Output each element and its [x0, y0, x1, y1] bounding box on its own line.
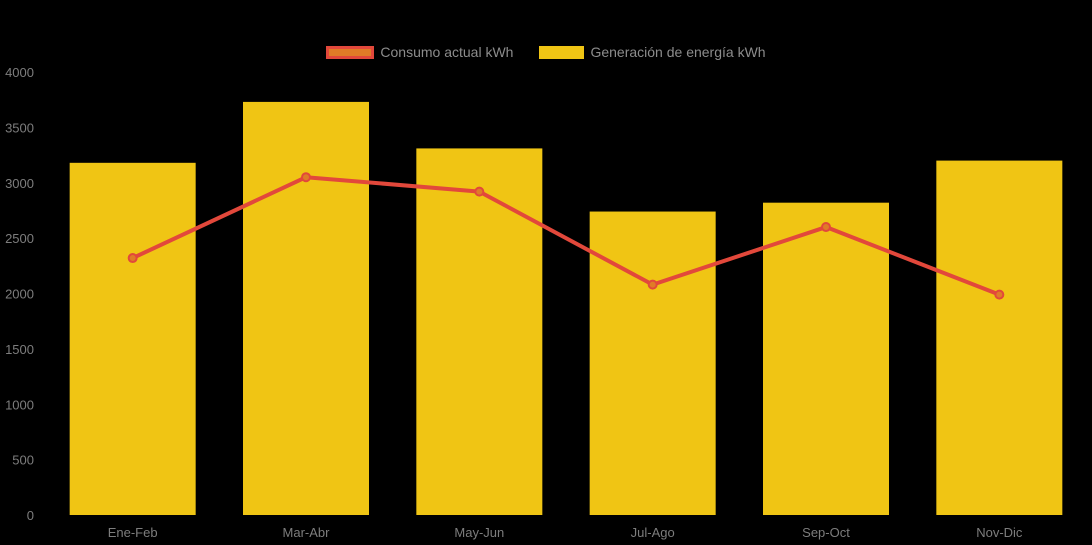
generacion-bar[interactable]	[69, 162, 196, 515]
chart-legend: Consumo actual kWh Generación de energía…	[0, 45, 1092, 60]
y-axis-tick-label: 1500	[5, 342, 34, 357]
generacion-bar[interactable]	[589, 211, 716, 516]
y-axis-tick-label: 3000	[5, 176, 34, 191]
y-axis-tick-label: 3500	[5, 120, 34, 135]
generacion-legend-swatch-icon	[539, 46, 585, 59]
legend-item-consumo[interactable]: Consumo actual kWh	[326, 45, 513, 60]
y-axis-tick-label: 2500	[5, 231, 34, 246]
consumo-line-point[interactable]	[994, 289, 1005, 300]
x-axis-tick-label: Jul-Ago	[631, 525, 675, 540]
consumo-line-point[interactable]	[127, 253, 138, 264]
x-axis-tick-label: Sep-Oct	[802, 525, 850, 540]
legend-item-generacion[interactable]: Generación de energía kWh	[539, 44, 766, 60]
consumo-legend-swatch-icon	[326, 46, 375, 59]
x-axis-tick-label: Mar-Abr	[283, 525, 331, 540]
consumo-line-point[interactable]	[821, 222, 831, 233]
x-axis-tick-label: Nov-Dic	[976, 525, 1023, 540]
y-axis-tick-label: 4000	[5, 65, 34, 80]
consumo-line-point[interactable]	[647, 279, 658, 290]
legend-label-generacion: Generación de energía kWh	[590, 44, 766, 60]
legend-label-consumo: Consumo actual kWh	[380, 44, 514, 60]
generacion-bar[interactable]	[243, 101, 369, 515]
consumo-line-point[interactable]	[474, 186, 485, 197]
x-axis-tick-label: May-Jun	[454, 525, 504, 540]
generacion-bar[interactable]	[936, 160, 1063, 515]
y-axis-tick-label: 1000	[5, 397, 34, 412]
generacion-bar[interactable]	[416, 148, 543, 516]
y-axis-tick-label: 500	[12, 453, 34, 468]
x-axis-tick-label: Ene-Feb	[108, 525, 158, 540]
generacion-bar[interactable]	[763, 202, 889, 515]
consumo-line-point[interactable]	[301, 172, 311, 183]
y-axis-tick-label: 2000	[5, 287, 34, 302]
y-axis-tick-label: 0	[27, 508, 34, 523]
consumo-line	[130, 175, 1002, 297]
